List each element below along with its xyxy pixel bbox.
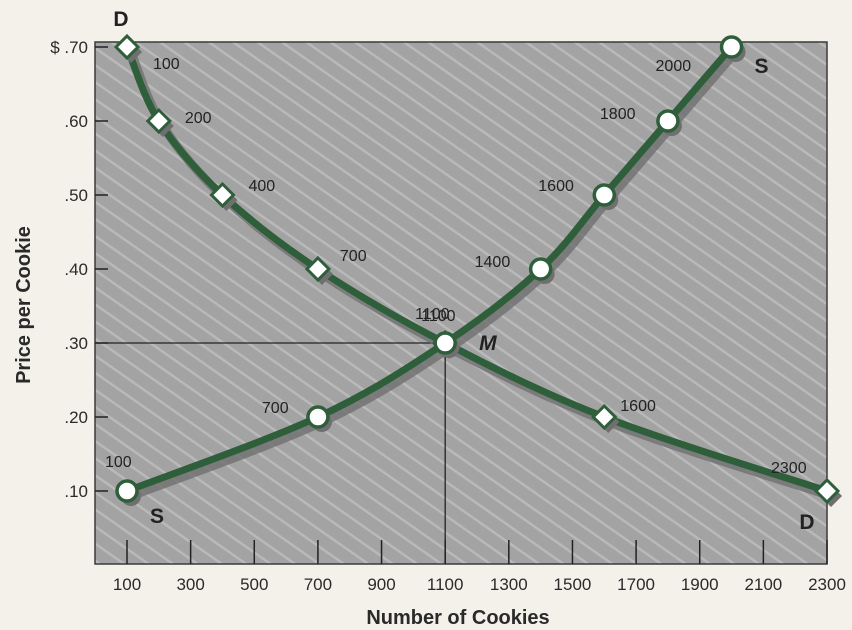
supply-start-letter: S <box>150 505 164 528</box>
supply-point-label: 1400 <box>475 254 511 271</box>
x-axis-title: Number of Cookies <box>366 607 549 629</box>
equilibrium-label: M <box>479 332 497 355</box>
y-axis-title: Price per Cookie <box>13 226 35 384</box>
y-tick-label: .50 <box>64 186 88 205</box>
supply-point <box>656 109 680 133</box>
supply-point-label: 1800 <box>600 106 636 123</box>
supply-point-label: 100 <box>105 454 132 471</box>
x-tick-label: 2300 <box>808 575 846 594</box>
y-tick-label: .40 <box>64 260 88 279</box>
plot-area <box>94 41 828 565</box>
x-tick-label: 1900 <box>681 575 719 594</box>
demand-point <box>113 33 141 61</box>
supply-point <box>592 183 617 207</box>
x-tick-label: 900 <box>367 575 395 594</box>
demand-point-label: 100 <box>153 56 180 73</box>
demand-point-label: 700 <box>340 248 367 265</box>
supply-point <box>306 405 330 429</box>
demand-end-letter: D <box>799 511 814 534</box>
supply-point-label: 1600 <box>538 178 574 195</box>
demand-point <box>304 255 332 283</box>
x-tick-label: 1100 <box>427 575 464 594</box>
demand-start-letter: D <box>113 8 128 31</box>
x-tick-label: 700 <box>304 575 332 594</box>
y-tick-label: .10 <box>64 482 88 501</box>
equilibrium-quantity-label: 1100 <box>415 306 450 323</box>
demand-point <box>591 403 618 431</box>
supply-point-label: 700 <box>262 400 289 417</box>
demand-point-label: 200 <box>185 110 212 127</box>
supply-point <box>719 35 744 59</box>
supply-point <box>433 331 457 355</box>
y-tick-label: .20 <box>64 408 88 427</box>
y-tick-label: .30 <box>64 334 88 353</box>
supply-end-letter: S <box>755 55 769 78</box>
x-tick-label: 300 <box>176 575 204 594</box>
y-tick-label: .60 <box>64 112 88 131</box>
supply-point <box>115 479 139 503</box>
demand-point <box>813 477 841 505</box>
x-tick-label: 1700 <box>617 575 655 594</box>
x-tick-label: 1500 <box>554 575 592 594</box>
demand-point <box>145 107 172 135</box>
demand-point-label: 2300 <box>771 460 807 477</box>
x-tick-label: 1300 <box>490 575 528 594</box>
demand-point-label: 1600 <box>620 398 656 415</box>
supply-point <box>528 257 553 281</box>
demand-point <box>209 181 236 209</box>
supply-point-label: 2000 <box>656 58 692 75</box>
demand-point-label: 400 <box>248 178 275 195</box>
x-tick-label: 2100 <box>744 575 782 594</box>
y-tick-label: $ .70 <box>50 38 88 57</box>
x-tick-label: 500 <box>240 575 268 594</box>
demand-point-label: 1100 <box>421 308 456 325</box>
x-tick-label: 100 <box>113 575 141 594</box>
